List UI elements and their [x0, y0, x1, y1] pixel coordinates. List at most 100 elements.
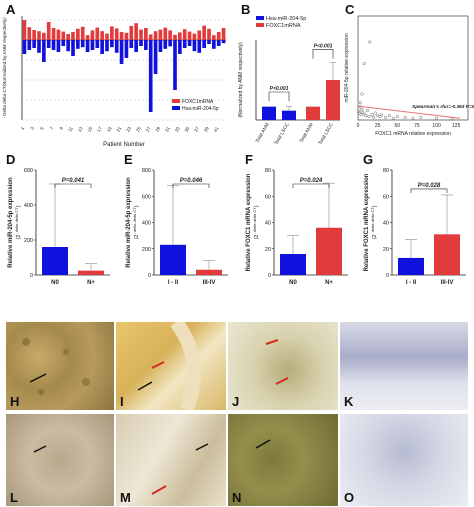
y-axis-label: - Delta delta CT(Normalized by ANM respe… — [2, 17, 7, 119]
bar-mirna-7 — [51, 40, 56, 50]
y-tick-label: 80 — [383, 168, 389, 174]
y-tick-label: 600 — [142, 194, 151, 200]
y-axis-label: Relative miR-204-5p expression — [126, 177, 132, 268]
scatter-point — [411, 116, 415, 120]
bar-mirna-29 — [158, 40, 163, 52]
x-tick-label: 19 — [106, 126, 113, 133]
bar-foxc1-11 — [71, 32, 75, 40]
bar-mirna-32 — [173, 40, 177, 90]
x-tick-label: 125 — [452, 123, 461, 129]
panel-letter-e: E — [124, 152, 133, 167]
bar-foxc1-40 — [212, 35, 216, 40]
bar-foxc1-15 — [90, 30, 95, 40]
bar-mirna-5 — [42, 40, 46, 62]
chart-b: (Normalized by ANM respectively) Hsa-miR-… — [238, 16, 340, 146]
bar-mirna-31 — [168, 40, 172, 47]
y-unit-superscript: - delta delta CT — [370, 207, 375, 235]
scatter-point — [358, 101, 362, 105]
x-tick-label: Total LSCC — [273, 122, 291, 146]
histology-texture-h — [22, 338, 90, 395]
red-arrow-icon — [275, 377, 289, 385]
x-tick-label: 41 — [213, 126, 220, 133]
y-tick-label: 40 — [383, 221, 389, 227]
x-tick-label: N+ — [87, 280, 95, 286]
y-unit-end: ) — [16, 205, 22, 207]
scatter-point — [364, 114, 368, 118]
scatter-point — [370, 113, 374, 117]
y-axis-label: Relative miR-204-5p expression — [8, 177, 14, 268]
x-tick-label: 23 — [125, 126, 132, 133]
bar-2 — [282, 110, 296, 120]
bar-foxc1-5 — [42, 32, 46, 40]
bar-1 — [398, 257, 424, 275]
sig-bracket-2 — [312, 49, 334, 59]
bar-foxc1-19 — [110, 26, 114, 40]
bar-2 — [434, 234, 460, 275]
y-unit-base: (2 — [254, 235, 260, 240]
y-unit-end: ) — [254, 205, 260, 207]
legend-label-mirna: Hsa-miR-204-5p — [266, 16, 306, 22]
scatter-point — [395, 114, 399, 119]
bar-mirna-16 — [95, 40, 100, 48]
black-arrow-icon — [195, 443, 209, 451]
sig-bracket — [172, 183, 210, 188]
bar-foxc1-10 — [66, 34, 70, 40]
bar-foxc1-21 — [119, 32, 124, 40]
x-tick-label: 5 — [39, 126, 45, 131]
y-axis-label: miR-204-5p relative expression — [344, 33, 350, 102]
bar-foxc1-8 — [56, 29, 61, 40]
legend-label-foxc1: FOXC1mRNA — [182, 99, 214, 105]
panel-letter-c: C — [345, 2, 355, 17]
bar-mirna-25 — [139, 40, 143, 46]
bar-mirna-24 — [134, 40, 138, 52]
x-tick-label: 13 — [77, 126, 84, 133]
y-unit-base: (2 — [134, 235, 140, 240]
panel-letter-f: F — [245, 152, 253, 167]
x-tick-label: 11 — [67, 126, 74, 133]
y-tick-label: 600 — [24, 168, 33, 174]
histology-texture-j — [265, 339, 289, 385]
x-axis-label: FOXC1 mRNA relative expression — [375, 131, 451, 137]
x-tick-label: 3 — [29, 126, 35, 131]
bar-foxc1-30 — [163, 27, 168, 40]
legend-label-foxc1: FOXC1mRNA — [266, 23, 301, 29]
bar-mirna-13 — [80, 40, 85, 48]
x-tick-label: 31 — [164, 126, 171, 133]
y-axis-unit: (2- delta delta CT) — [14, 205, 22, 239]
bar-mirna-20 — [114, 40, 119, 53]
scatter-point — [435, 116, 439, 120]
scatter-point — [362, 112, 366, 116]
bar-foxc1-38 — [202, 25, 206, 40]
chart-d: 0 200 400 600 N0 N+ P=0.041 Relative miR-204-5p… — [8, 168, 110, 286]
scatter-point — [403, 115, 407, 119]
image-letter-i: I — [120, 394, 124, 409]
scatter-point — [360, 108, 364, 112]
scatter-point — [361, 110, 365, 114]
x-tick-label: 100 — [432, 123, 441, 129]
p-value: P=0.028 — [418, 183, 441, 189]
y-unit-superscript: - delta delta CT — [252, 207, 257, 235]
bar-foxc1-22 — [124, 32, 129, 40]
bar-foxc1-16 — [95, 27, 100, 40]
black-arrow-icon — [29, 373, 47, 383]
y-tick-label: 20 — [265, 247, 271, 253]
scatter-point — [367, 114, 371, 119]
bar-foxc1-27 — [148, 34, 153, 40]
bar-mirna-6 — [46, 40, 51, 48]
y-tick-label: 200 — [142, 247, 151, 253]
bar-foxc1-39 — [207, 28, 211, 40]
bar-foxc1-24 — [134, 23, 138, 40]
x-axis-label: Patient Number — [103, 142, 145, 148]
x-tick-label: 7 — [49, 126, 55, 131]
scatter-point — [358, 111, 362, 115]
bar-mirna-11 — [71, 40, 75, 56]
scatter-point — [373, 111, 377, 115]
bar-mirna-37 — [197, 40, 202, 53]
bar-foxc1-26 — [144, 28, 148, 40]
bar-foxc1-6 — [46, 22, 51, 40]
bar-mirna-36 — [192, 40, 197, 52]
y-tick-label: 400 — [24, 203, 33, 209]
bar-foxc1-17 — [100, 31, 104, 40]
bar-foxc1-1 — [22, 20, 27, 40]
bar-mirna-3 — [32, 40, 36, 48]
